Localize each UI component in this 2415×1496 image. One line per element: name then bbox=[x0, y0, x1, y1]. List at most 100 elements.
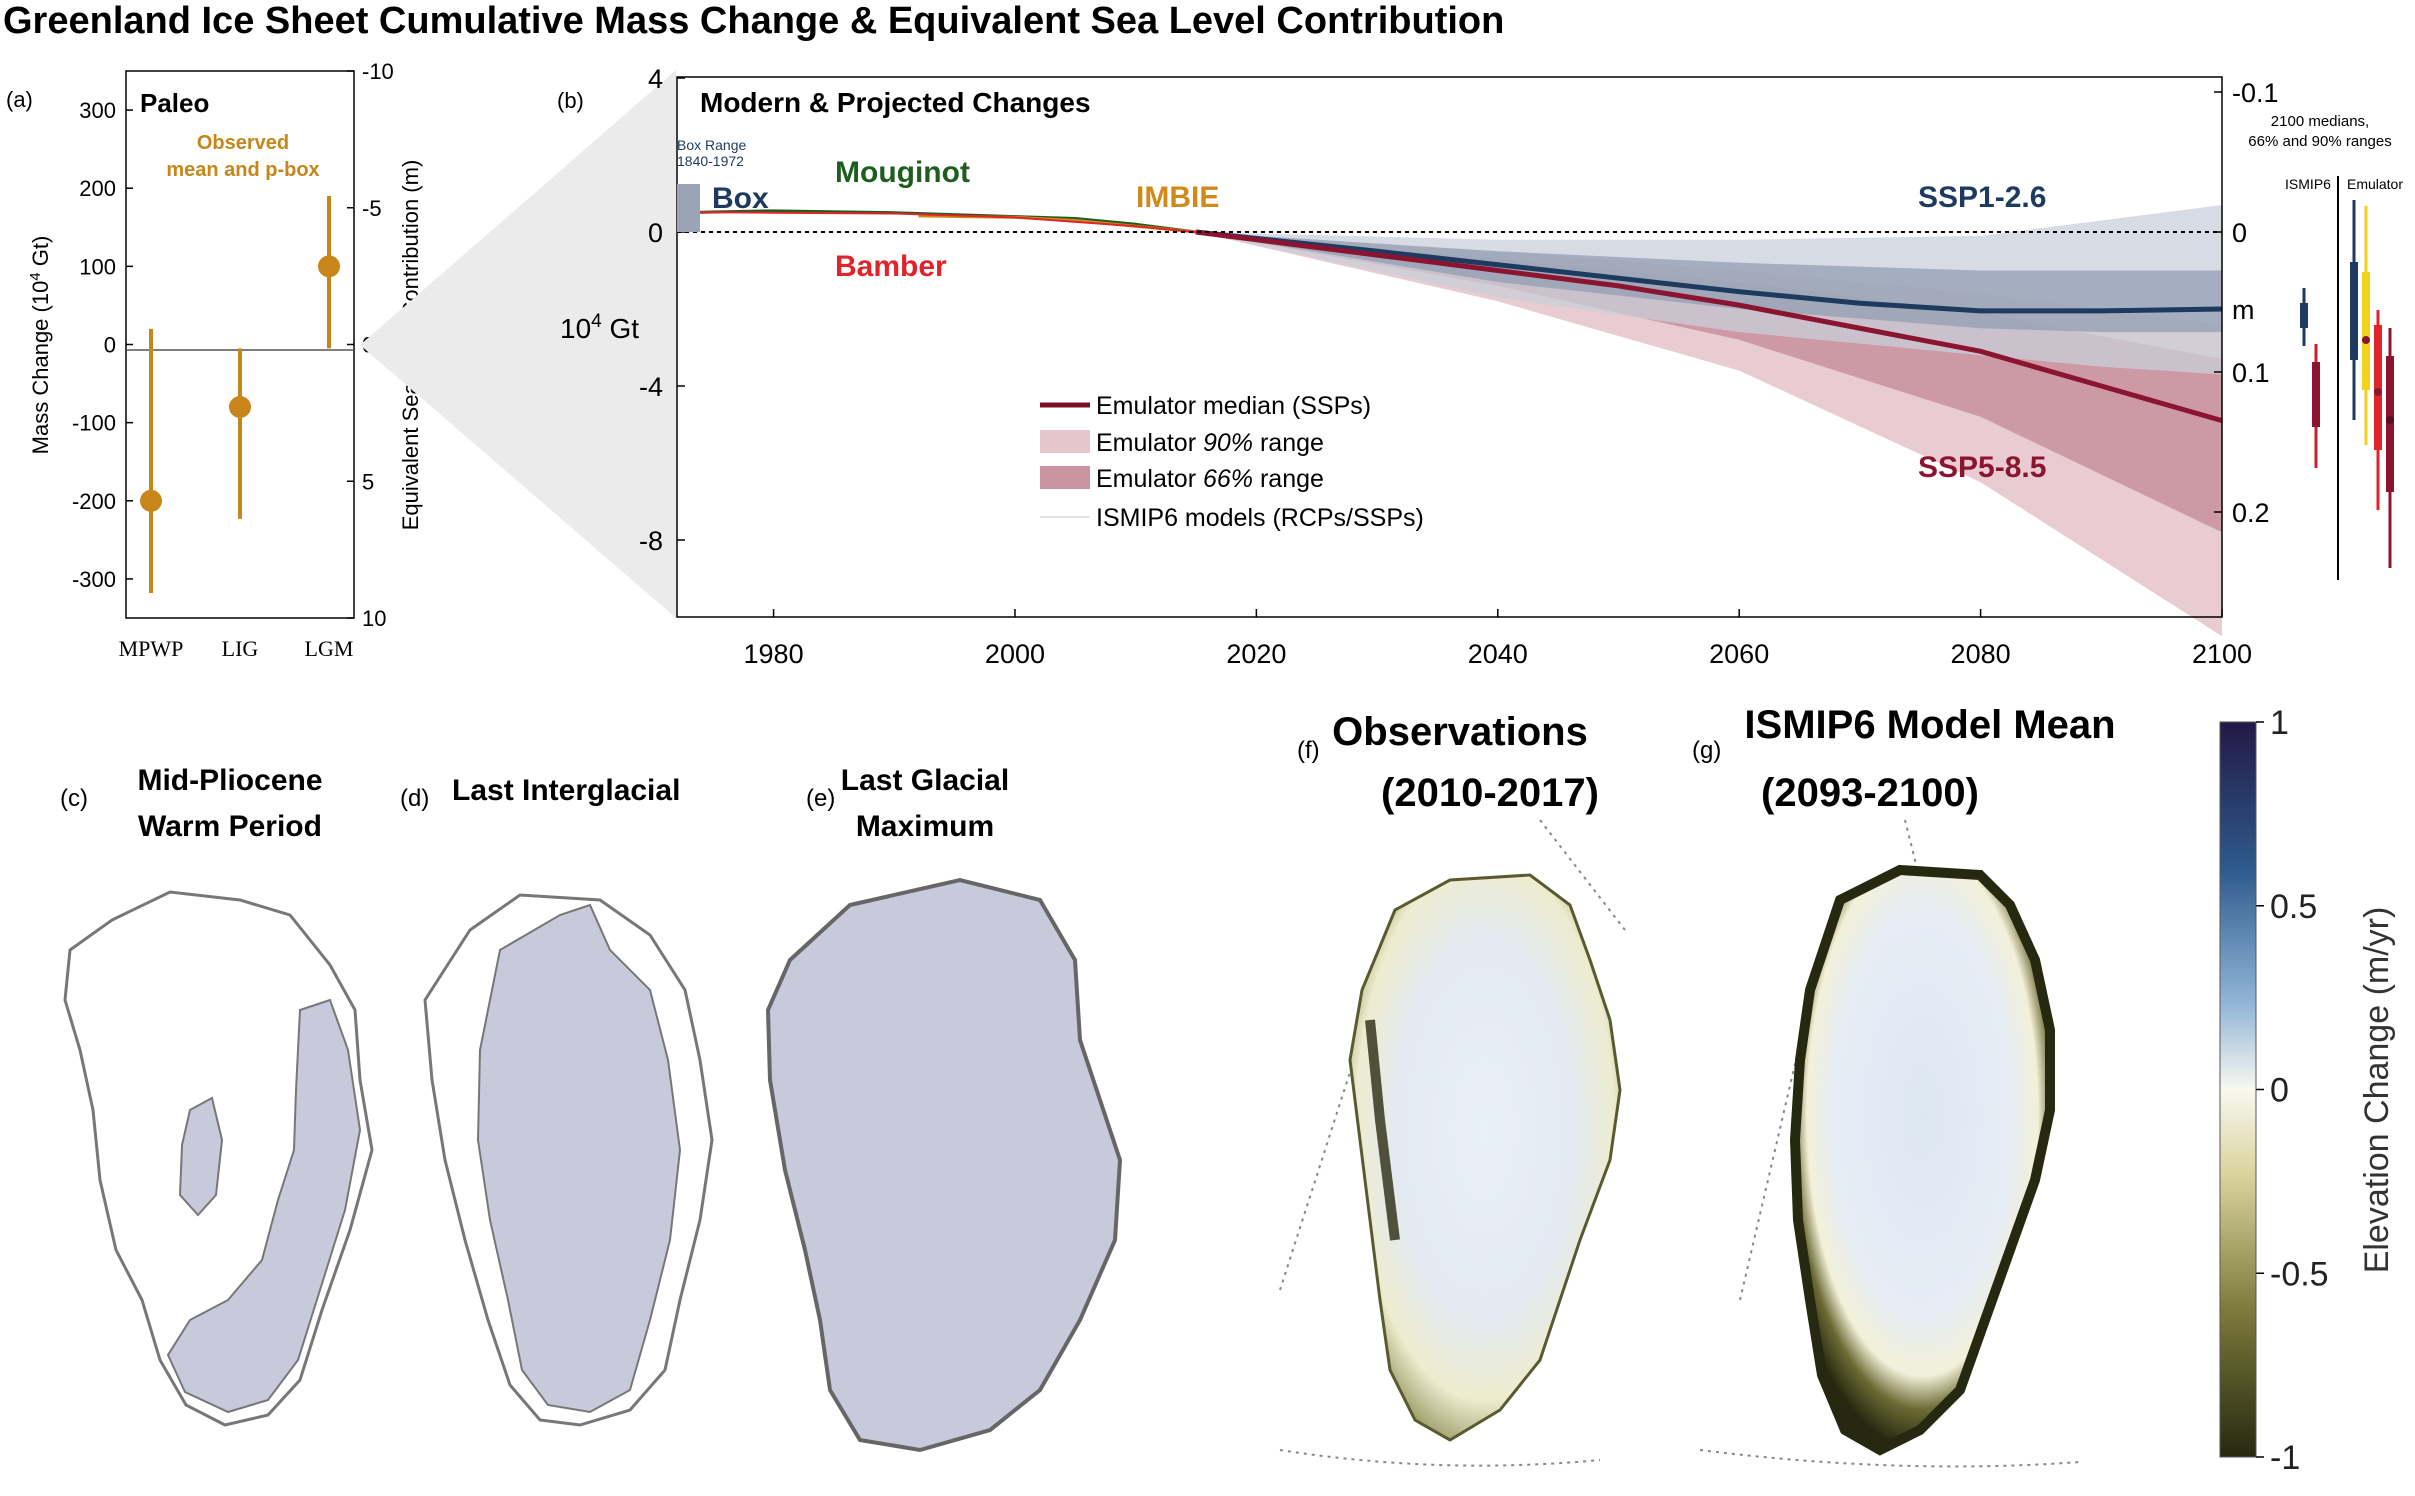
greenland-model-map bbox=[1789, 864, 2055, 1456]
panel-b-y-tick-label: 4 bbox=[648, 64, 663, 94]
panel-b-x-tick-label: 2040 bbox=[1468, 639, 1528, 669]
inset-ismip-126-median bbox=[2300, 312, 2308, 320]
panel-b-x-tick-label: 2060 bbox=[1709, 639, 1769, 669]
panel-a-right-ticks: -10-50510 bbox=[347, 59, 394, 631]
inset-ismip6: ISMIP6 bbox=[2285, 176, 2331, 192]
panel-b-legend: Emulator median (SSPs) Emulator 90% rang… bbox=[1040, 392, 1424, 532]
panel-b-y-tick-label: 0 bbox=[648, 218, 663, 248]
panel-e-tag: (e) bbox=[806, 785, 835, 812]
panel-b-tag: (b) bbox=[557, 88, 584, 113]
panel-a-ylabel-left: Mass Change (104 Gt) bbox=[27, 236, 53, 455]
zoom-wedge bbox=[360, 70, 676, 618]
panel-e-title-1: Last Glacial bbox=[841, 764, 1009, 797]
panel-a-mean-point bbox=[229, 396, 251, 419]
panel-b-y-tick-label: -4 bbox=[639, 372, 663, 402]
label-mouginot: Mouginot bbox=[835, 156, 970, 189]
panel-b-lines bbox=[676, 209, 2223, 424]
legend-median-label: Emulator median (SSPs) bbox=[1096, 392, 1371, 420]
series-line-ssp1-2-6 bbox=[1195, 229, 2223, 314]
panel-a-legend-line1: Observed bbox=[197, 132, 289, 154]
panel-b-x-tick-label: 2080 bbox=[1951, 639, 2011, 669]
panel-b-right-tick-label: 0.2 bbox=[2232, 498, 2270, 528]
panel-a-points bbox=[140, 196, 340, 593]
panel-a: (a) Paleo Observed mean and p-box 300 200… bbox=[6, 59, 423, 661]
colorbar-ticks: 1 0.5 0 -0.5 -1 bbox=[2256, 704, 2329, 1477]
label-bamber: Bamber bbox=[835, 250, 947, 283]
panel-a-right-tick-label: 5 bbox=[362, 469, 374, 494]
inset-emu-126-median bbox=[2350, 306, 2358, 314]
legend-r66-label: Emulator 66% range bbox=[1096, 465, 1324, 493]
box-range-label-1: Box Range bbox=[677, 137, 746, 153]
map-frame-f bbox=[1279, 819, 1626, 1467]
panel-b-x-tick-label: 1980 bbox=[744, 639, 804, 669]
panel-g: (g) ISMIP6 Model Mean (2093-2100) bbox=[1692, 703, 2116, 1468]
box-range-label-2: 1840-1972 bbox=[677, 153, 744, 169]
panel-a-mean-point bbox=[318, 255, 340, 278]
panel-a-category-label: LGM bbox=[305, 636, 354, 661]
panel-b-right-tick-label: -0.1 bbox=[2232, 78, 2279, 108]
ssp126-66-band bbox=[1196, 232, 2222, 333]
ice-extent-c-main bbox=[166, 998, 362, 1414]
colorbar: 1 0.5 0 -0.5 -1 Elevation Change (m/yr) bbox=[2219, 704, 2396, 1477]
panel-a-category-label: MPWP bbox=[119, 636, 184, 661]
legend-ismip-label: ISMIP6 models (RCPs/SSPs) bbox=[1096, 504, 1424, 532]
label-imbie: IMBIE bbox=[1136, 181, 1219, 214]
colorbar-tick-label: 0 bbox=[2270, 1072, 2289, 1110]
panel-c-title-1: Mid-Pliocene bbox=[137, 764, 322, 797]
panel-a-left-tick-label: 200 bbox=[79, 176, 116, 201]
panel-a-left-tick-label: -200 bbox=[72, 489, 116, 514]
panel-f-title-1: Observations bbox=[1332, 710, 1588, 754]
legend-r90-swatch bbox=[1040, 430, 1090, 453]
colorbar-tick-label: -0.5 bbox=[2270, 1255, 2329, 1293]
colorbar-bar bbox=[2219, 721, 2257, 1458]
inset-line1: 2100 medians, bbox=[2271, 113, 2369, 130]
obs-thinning-west bbox=[1365, 1019, 1400, 1241]
panel-g-tag: (g) bbox=[1692, 737, 1721, 764]
panel-b-right-unit: m bbox=[2232, 295, 2255, 325]
ice-extent-c-north bbox=[178, 1096, 224, 1217]
greenland-obs-map bbox=[1348, 873, 1622, 1442]
panel-a-title: Paleo bbox=[140, 88, 209, 118]
panel-b-ylabel: 104 Gt bbox=[560, 311, 639, 344]
panel-d: (d) Last Interglacial bbox=[400, 774, 714, 1427]
panel-b-right-tick-label: 0 bbox=[2232, 218, 2247, 248]
colorbar-tick-label: -1 bbox=[2270, 1439, 2300, 1477]
panel-b-x-tick-label: 2020 bbox=[1226, 639, 1286, 669]
inset-ismip-585-median bbox=[2312, 392, 2320, 400]
panel-a-left-tick-label: -300 bbox=[72, 567, 116, 592]
panel-a-right-tick-label: 10 bbox=[362, 606, 386, 631]
panel-f: (f) Observations (2010-2017) bbox=[1279, 710, 1626, 1467]
panel-d-tag: (d) bbox=[400, 785, 429, 812]
legend-r66-swatch bbox=[1040, 466, 1090, 489]
figure-title: Greenland Ice Sheet Cumulative Mass Chan… bbox=[3, 0, 1504, 42]
panel-a-tag: (a) bbox=[6, 87, 33, 112]
ice-extent-e bbox=[765, 877, 1123, 1453]
panel-e: (e) Last Glacial Maximum bbox=[765, 764, 1123, 1453]
panel-a-left-ticks: 300 200 100 0 -100 -200 -300 bbox=[72, 98, 133, 592]
panel-a-legend-line2: mean and p-box bbox=[166, 159, 319, 181]
panel-a-category-labels: MPWP LIG LGM bbox=[119, 636, 354, 661]
panel-b-y-ticks: 4 0 -4 -8 bbox=[639, 64, 685, 556]
label-ssp585: SSP5-8.5 bbox=[1918, 451, 2046, 484]
panel-a-left-tick-label: 0 bbox=[104, 333, 116, 358]
inset-line2: 66% and 90% ranges bbox=[2248, 133, 2391, 150]
panel-b-x-tick-label: 2000 bbox=[985, 639, 1045, 669]
panel-a-right-tick-label: -5 bbox=[362, 196, 382, 221]
panel-a-right-tick-label: -10 bbox=[362, 59, 394, 84]
panel-c-tag: (c) bbox=[60, 785, 88, 812]
inset-2100: 2100 medians, 66% and 90% ranges ISMIP6 … bbox=[2248, 113, 2403, 580]
panel-c: (c) Mid-Pliocene Warm Period bbox=[60, 764, 374, 1427]
colorbar-tick-label: 1 bbox=[2270, 704, 2289, 742]
panel-b-title: Modern & Projected Changes bbox=[700, 87, 1091, 118]
panel-a-category-label: LIG bbox=[222, 636, 259, 661]
colorbar-tick-label: 0.5 bbox=[2270, 888, 2317, 926]
label-box: Box bbox=[712, 182, 769, 215]
panel-a-left-tick-label: -100 bbox=[72, 411, 116, 436]
panel-d-title-1: Last Interglacial bbox=[452, 774, 680, 807]
box-range-rect bbox=[677, 184, 700, 232]
series-line-ssp5-8-5 bbox=[1195, 229, 2223, 424]
panel-g-title-2: (2093-2100) bbox=[1761, 771, 1979, 815]
panel-g-title-1: ISMIP6 Model Mean bbox=[1744, 703, 2115, 747]
